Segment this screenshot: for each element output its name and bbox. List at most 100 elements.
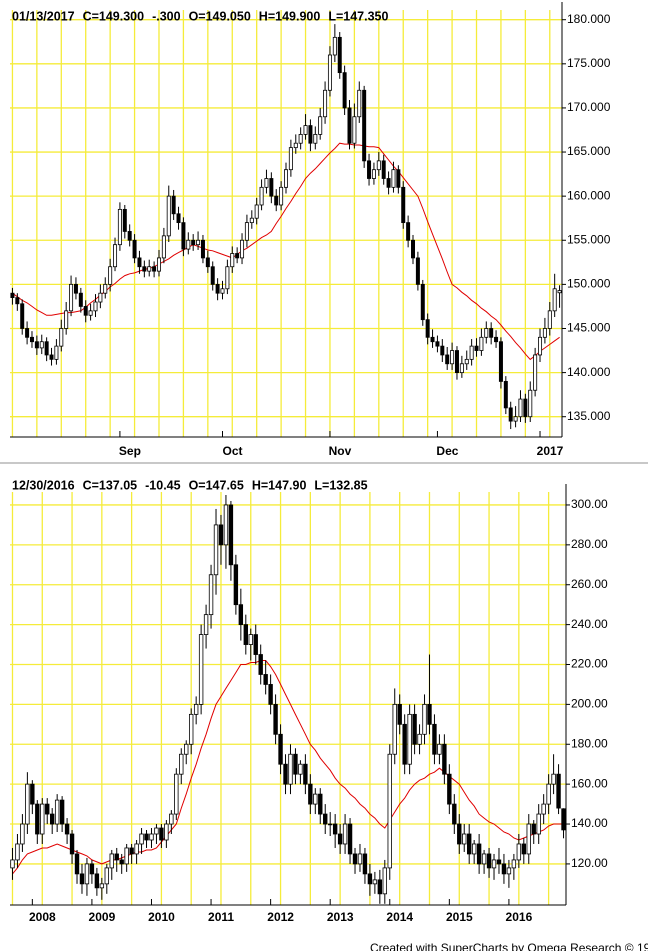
candle-body — [10, 292, 15, 299]
candle-body — [484, 328, 489, 338]
candle-body — [149, 833, 154, 841]
candle-body — [69, 833, 75, 855]
candle-body — [129, 847, 134, 855]
candle-body — [391, 169, 396, 188]
candle-body — [117, 208, 122, 246]
candle-body — [156, 257, 161, 272]
candle-body — [243, 624, 249, 645]
y-tick-label: 170.000 — [567, 100, 611, 114]
candle-body — [387, 753, 392, 869]
header-item: H=149.900 — [259, 9, 321, 23]
candle-body — [447, 773, 452, 805]
candle-body — [298, 133, 303, 144]
candle-body — [69, 283, 74, 312]
candle-body — [64, 310, 69, 329]
candle-body — [430, 336, 435, 343]
candle-body — [531, 823, 536, 835]
candle-body — [327, 823, 333, 826]
candle-body — [352, 853, 358, 865]
candle-body — [264, 178, 269, 188]
candle-body — [557, 290, 562, 294]
candle-body — [511, 859, 517, 869]
candle-body — [376, 160, 381, 171]
candle-body — [278, 733, 283, 765]
x-tick-label: 2013 — [327, 910, 354, 924]
candle-body — [49, 813, 55, 825]
header-item: -10.45 — [145, 478, 180, 492]
candle-body — [108, 266, 113, 285]
footer: Created with SuperCharts by Omega Resear… — [370, 941, 648, 951]
y-tick-label: 140.00 — [571, 816, 608, 830]
candle-body — [386, 178, 391, 188]
candle-body — [459, 363, 464, 373]
candle-body — [337, 36, 342, 74]
candle-body — [98, 292, 103, 303]
candle-body — [425, 319, 430, 338]
candle-body — [357, 89, 362, 118]
y-tick-label: 180.000 — [567, 12, 611, 26]
candle-body — [200, 239, 205, 259]
candle-body — [503, 381, 508, 409]
plot-area: 120.00 140.00 160.00 180.00 200.00 220.00 240.… — [10, 484, 608, 924]
header-item: 01/13/2017 — [12, 9, 75, 23]
candle-body — [249, 217, 254, 224]
candle-body — [347, 823, 353, 855]
candle-body — [313, 793, 318, 805]
candle-body — [371, 169, 376, 179]
moving-average — [12, 660, 564, 875]
candle-body — [228, 504, 234, 566]
candle-body — [30, 783, 35, 805]
candle-body — [457, 823, 462, 845]
candle-body — [541, 803, 546, 815]
candle-body — [59, 799, 65, 825]
y-tick-label: 165.000 — [567, 144, 611, 158]
candle-body — [396, 169, 401, 188]
candle-body — [269, 178, 274, 197]
y-tick-label: 280.00 — [571, 537, 608, 551]
candle-body — [44, 341, 49, 356]
candle-body — [73, 283, 78, 294]
header-item: H=147.90 — [252, 478, 307, 492]
x-tick-label: Nov — [329, 444, 352, 458]
candle-body — [84, 863, 90, 885]
candle-body — [440, 345, 445, 356]
candle-body — [303, 763, 308, 785]
y-tick-label: 240.00 — [571, 617, 608, 631]
candle-body — [308, 125, 313, 144]
candle-body — [205, 257, 210, 268]
candle-body — [523, 398, 528, 418]
candle-body — [471, 843, 477, 855]
candle-body — [533, 354, 538, 391]
candle-body — [469, 345, 474, 360]
candle-body — [25, 783, 30, 825]
candle-body — [169, 813, 174, 825]
candle-body — [166, 195, 171, 237]
candle-body — [40, 803, 45, 835]
candle-body — [259, 186, 264, 206]
candle-body — [357, 853, 363, 865]
y-tick-label: 140.000 — [567, 365, 611, 379]
candle-body — [417, 733, 422, 745]
candle-body — [411, 239, 416, 259]
candle-body — [220, 288, 225, 294]
candle-body — [412, 713, 417, 745]
x-tick-label: 2016 — [506, 910, 533, 924]
candle-body — [401, 186, 406, 224]
candle-body — [392, 703, 397, 755]
header-item: O=149.050 — [189, 9, 251, 23]
candle-body — [235, 253, 240, 259]
header-item: L=132.85 — [314, 478, 367, 492]
candle-body — [556, 773, 561, 809]
y-tick-label: 200.00 — [571, 697, 608, 711]
candle-body — [213, 524, 219, 576]
candle-body — [191, 239, 196, 246]
candle-body — [542, 328, 547, 338]
candle-body — [208, 574, 214, 616]
candle-body — [283, 763, 288, 785]
candle-body — [462, 833, 467, 845]
candle-body — [147, 266, 152, 272]
candle-body — [174, 773, 179, 815]
y-tick-label: 155.000 — [567, 232, 611, 246]
candle-body — [10, 859, 15, 869]
header-item: -.300 — [152, 9, 181, 23]
